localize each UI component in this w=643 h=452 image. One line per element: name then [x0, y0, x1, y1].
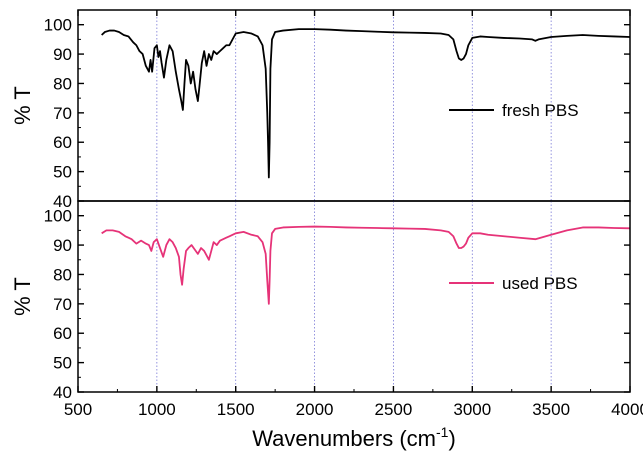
x-axis-title: Wavenumbers (cm-1) — [252, 424, 456, 451]
x-tick-label: 500 — [64, 400, 92, 419]
y-tick-label: 60 — [53, 324, 72, 343]
y-tick-label: 60 — [53, 133, 72, 152]
y-tick-label: 80 — [53, 74, 72, 93]
x-tick-label: 1000 — [138, 400, 176, 419]
y-tick-label: 40 — [53, 383, 72, 402]
x-tick-label: 4000 — [611, 400, 643, 419]
y-tick-label: 90 — [53, 236, 72, 255]
x-tick-label: 2000 — [296, 400, 334, 419]
y-tick-label: 100 — [44, 207, 72, 226]
y-tick-label: 50 — [53, 354, 72, 373]
panel-bottom: 40 50 60 70 80 90 100 % T used PBS — [10, 200, 631, 402]
series-line-bottom — [101, 225, 631, 305]
legend-label: used PBS — [502, 274, 578, 293]
x-tick-label: 3500 — [532, 400, 570, 419]
legend-label: fresh PBS — [502, 101, 579, 120]
x-tick-label: 2500 — [375, 400, 413, 419]
y-tick-label: 80 — [53, 265, 72, 284]
x-tick-label: 3000 — [453, 400, 491, 419]
y-tick-label: 90 — [53, 45, 72, 64]
y-tick-label: 70 — [53, 295, 72, 314]
series-line-top — [101, 28, 631, 179]
y-tick-label: 50 — [53, 163, 72, 182]
panel-top: 40 50 60 70 80 90 100 % T fresh PBS — [10, 9, 631, 211]
x-tick-label: 1500 — [217, 400, 255, 419]
y-tick-label: 100 — [44, 16, 72, 35]
y-tick-label: 40 — [53, 192, 72, 211]
panel-frame — [77, 200, 631, 393]
y-axis-title: % T — [10, 86, 35, 125]
y-tick-label: 70 — [53, 104, 72, 123]
x-axis: 500 1000 1500 2000 2500 3000 3500 4000 Wavenumbe… — [64, 10, 643, 451]
y-axis-title: % T — [10, 277, 35, 316]
